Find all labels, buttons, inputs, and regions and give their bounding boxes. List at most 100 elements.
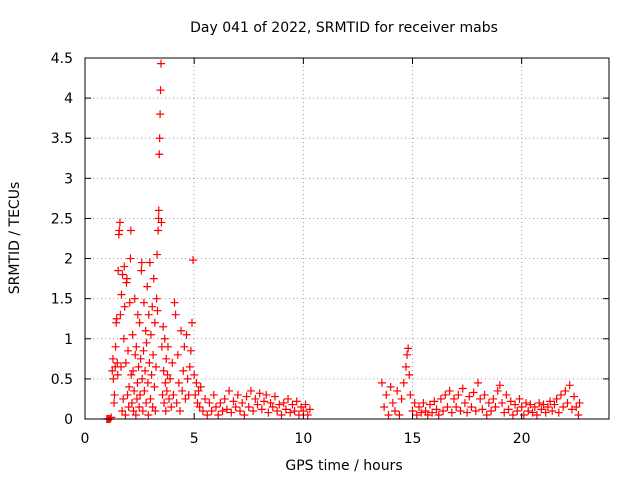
data-point-marker [107,413,116,422]
data-point-marker [145,258,154,267]
data-point-marker [131,350,140,359]
data-point-marker [145,358,154,367]
data-point-marker [120,302,129,311]
data-point-marker [153,306,162,315]
data-point-marker [517,402,526,411]
data-point-marker [182,330,191,339]
data-point-marker [163,370,172,379]
y-tick-label: 4 [64,91,73,107]
data-point-marker [115,226,124,235]
data-point-marker [156,86,165,95]
data-point-marker [227,408,236,417]
data-point-marker [539,400,548,409]
data-point-marker [118,406,127,415]
data-point-marker [132,342,141,351]
data-point-marker [121,358,130,367]
y-tick-label: 0.5 [51,372,73,388]
data-point-marker [537,405,546,414]
data-point-marker [133,310,142,319]
data-point-marker [151,362,160,371]
data-point-marker [262,390,271,399]
data-point-marker [570,392,579,401]
data-point-marker [108,354,117,363]
data-point-marker [156,59,165,68]
data-point-marker [530,402,539,411]
data-point-marker [270,392,279,401]
data-point-marker [209,390,218,399]
data-point-marker [185,362,194,371]
data-point-marker [253,400,262,409]
data-point-marker [196,382,205,391]
data-point-marker [139,346,148,355]
data-point-marker [156,110,165,119]
data-point-marker [277,410,286,419]
data-point-marker [231,402,240,411]
data-point-marker [441,390,450,399]
data-point-marker [119,394,128,403]
data-point-marker [172,398,181,407]
data-point-marker [119,334,128,343]
data-point-marker [391,406,400,415]
data-point-marker [150,382,159,391]
data-point-marker [122,274,131,283]
data-point-marker [297,402,306,411]
data-point-marker [384,410,393,419]
axis-ticks [84,57,609,420]
x-tick-label: 15 [404,431,422,447]
data-point-marker [559,402,568,411]
data-point-marker [114,266,123,275]
data-point-marker [432,405,441,414]
data-point-marker [203,410,212,419]
y-tick-labels: 0 0.5 1 1.5 2 2.5 3 3.5 4 4.5 [51,51,73,428]
data-point-marker [443,402,452,411]
data-point-marker [150,318,159,327]
data-point-marker [191,390,200,399]
data-point-marker [229,397,238,406]
data-point-marker [491,402,500,411]
y-tick-label: 1.5 [51,292,73,308]
data-point-marker [158,390,167,399]
data-point-marker [168,358,177,367]
data-point-marker [478,405,487,414]
data-point-marker [268,402,277,411]
data-point-marker [436,394,445,403]
data-point-marker [463,408,472,417]
data-point-marker [301,400,310,409]
data-point-marker [524,406,533,415]
data-point-marker [428,408,437,417]
data-point-marker [193,398,202,407]
data-point-marker [456,406,465,415]
data-point-marker [377,378,386,387]
grid-lines [85,58,609,419]
data-point-marker [139,298,148,307]
data-point-marker [445,386,454,395]
data-point-marker [160,334,169,343]
data-point-marker [133,378,142,387]
data-point-marker [129,366,138,375]
data-point-marker [120,262,129,271]
data-point-marker [412,410,421,419]
data-point-marker [487,406,496,415]
data-point-marker [504,405,513,414]
data-point-marker [513,406,522,415]
data-point-marker [246,386,255,395]
data-point-marker [508,410,517,419]
data-point-marker [572,402,581,411]
data-point-marker [116,310,125,319]
data-point-marker [493,386,502,395]
data-point-marker [430,397,439,406]
data-point-marker [161,406,170,415]
data-point-marker [155,150,164,159]
data-point-marker [159,366,168,375]
data-point-marker [403,350,412,359]
data-point-marker [143,282,152,291]
data-point-marker [565,381,574,390]
x-tick-label: 20 [513,431,531,447]
data-point-marker [130,294,139,303]
data-point-marker [482,410,491,419]
x-tick-labels: 0 5 10 15 20 [81,431,531,447]
data-point-marker [388,398,397,407]
data-point-marker [495,381,504,390]
y-tick-label: 0 [64,412,73,428]
